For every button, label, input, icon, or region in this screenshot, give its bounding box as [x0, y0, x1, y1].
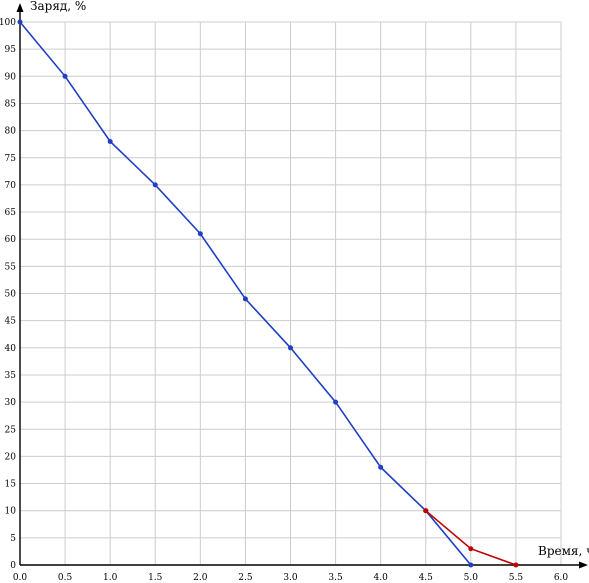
y-tick-label: 95 [5, 45, 17, 55]
y-tick-label: 70 [5, 181, 17, 191]
y-axis-arrow [16, 3, 24, 12]
x-tick-label: 5.0 [464, 573, 479, 583]
y-tick-label: 50 [5, 290, 17, 300]
y-tick-label: 100 [0, 18, 16, 28]
x-tick-label: 2.0 [193, 573, 208, 583]
y-tick-label: 25 [5, 425, 17, 435]
series-1-point [107, 138, 113, 144]
x-tick-label: 3.5 [328, 573, 343, 583]
y-tick-label: 90 [5, 72, 17, 82]
x-tick-label: 0.0 [13, 573, 28, 583]
y-axis-title: Заряд, % [30, 0, 86, 13]
y-tick-label: 20 [5, 452, 17, 462]
y-tick-label: 85 [5, 99, 17, 109]
x-tick-label: 6.0 [554, 573, 569, 583]
y-tick-label: 40 [5, 344, 17, 354]
series-2-point [468, 546, 474, 552]
y-tick-label: 5 [10, 534, 16, 544]
y-tick-label: 15 [5, 480, 17, 490]
series-2-point [423, 508, 429, 514]
series-1-point [62, 73, 68, 79]
x-tick-label: 4.0 [374, 573, 389, 583]
y-tick-label: 0 [10, 561, 16, 571]
y-tick-label: 10 [5, 507, 17, 517]
x-tick-label: 0.5 [58, 573, 73, 583]
series-2-point [513, 562, 519, 568]
y-tick-label: 80 [5, 127, 17, 137]
series-1-point [333, 399, 339, 405]
x-axis-title: Время, ч [538, 544, 589, 558]
series-1-point [242, 296, 248, 302]
x-tick-label: 1.0 [103, 573, 118, 583]
y-tick-label: 35 [5, 371, 17, 381]
x-tick-label: 5.5 [509, 573, 524, 583]
y-tick-label: 65 [5, 208, 17, 218]
series-1-point [288, 345, 293, 351]
x-tick-label: 4.5 [419, 573, 434, 583]
series-1-point [17, 19, 23, 25]
x-axis-arrow [579, 561, 588, 569]
axes [16, 3, 588, 569]
x-tick-labels: 0.0 0.5 1.0 1.5 2.0 2.5 3.0 3.5 4.0 4.5 5.0 5.5 6.0 [13, 573, 569, 583]
y-tick-label: 45 [5, 317, 17, 327]
series-group [17, 19, 519, 568]
y-tick-labels: 0 5 10 15 20 25 30 35 40 45 50 55 60 65 70 75 80 85 90 95 10… [0, 18, 16, 571]
x-tick-label: 2.5 [238, 573, 253, 583]
y-tick-label: 55 [5, 262, 17, 272]
y-tick-label: 60 [5, 235, 17, 245]
y-tick-label: 30 [5, 398, 17, 408]
y-tick-label: 75 [5, 154, 17, 164]
series-1-point [468, 562, 474, 568]
series-1-point [378, 464, 384, 470]
x-tick-label: 3.0 [283, 573, 298, 583]
series-1-point [152, 182, 158, 188]
grid [20, 21, 562, 565]
series-1-point [197, 231, 203, 237]
x-tick-label: 1.5 [148, 573, 163, 583]
